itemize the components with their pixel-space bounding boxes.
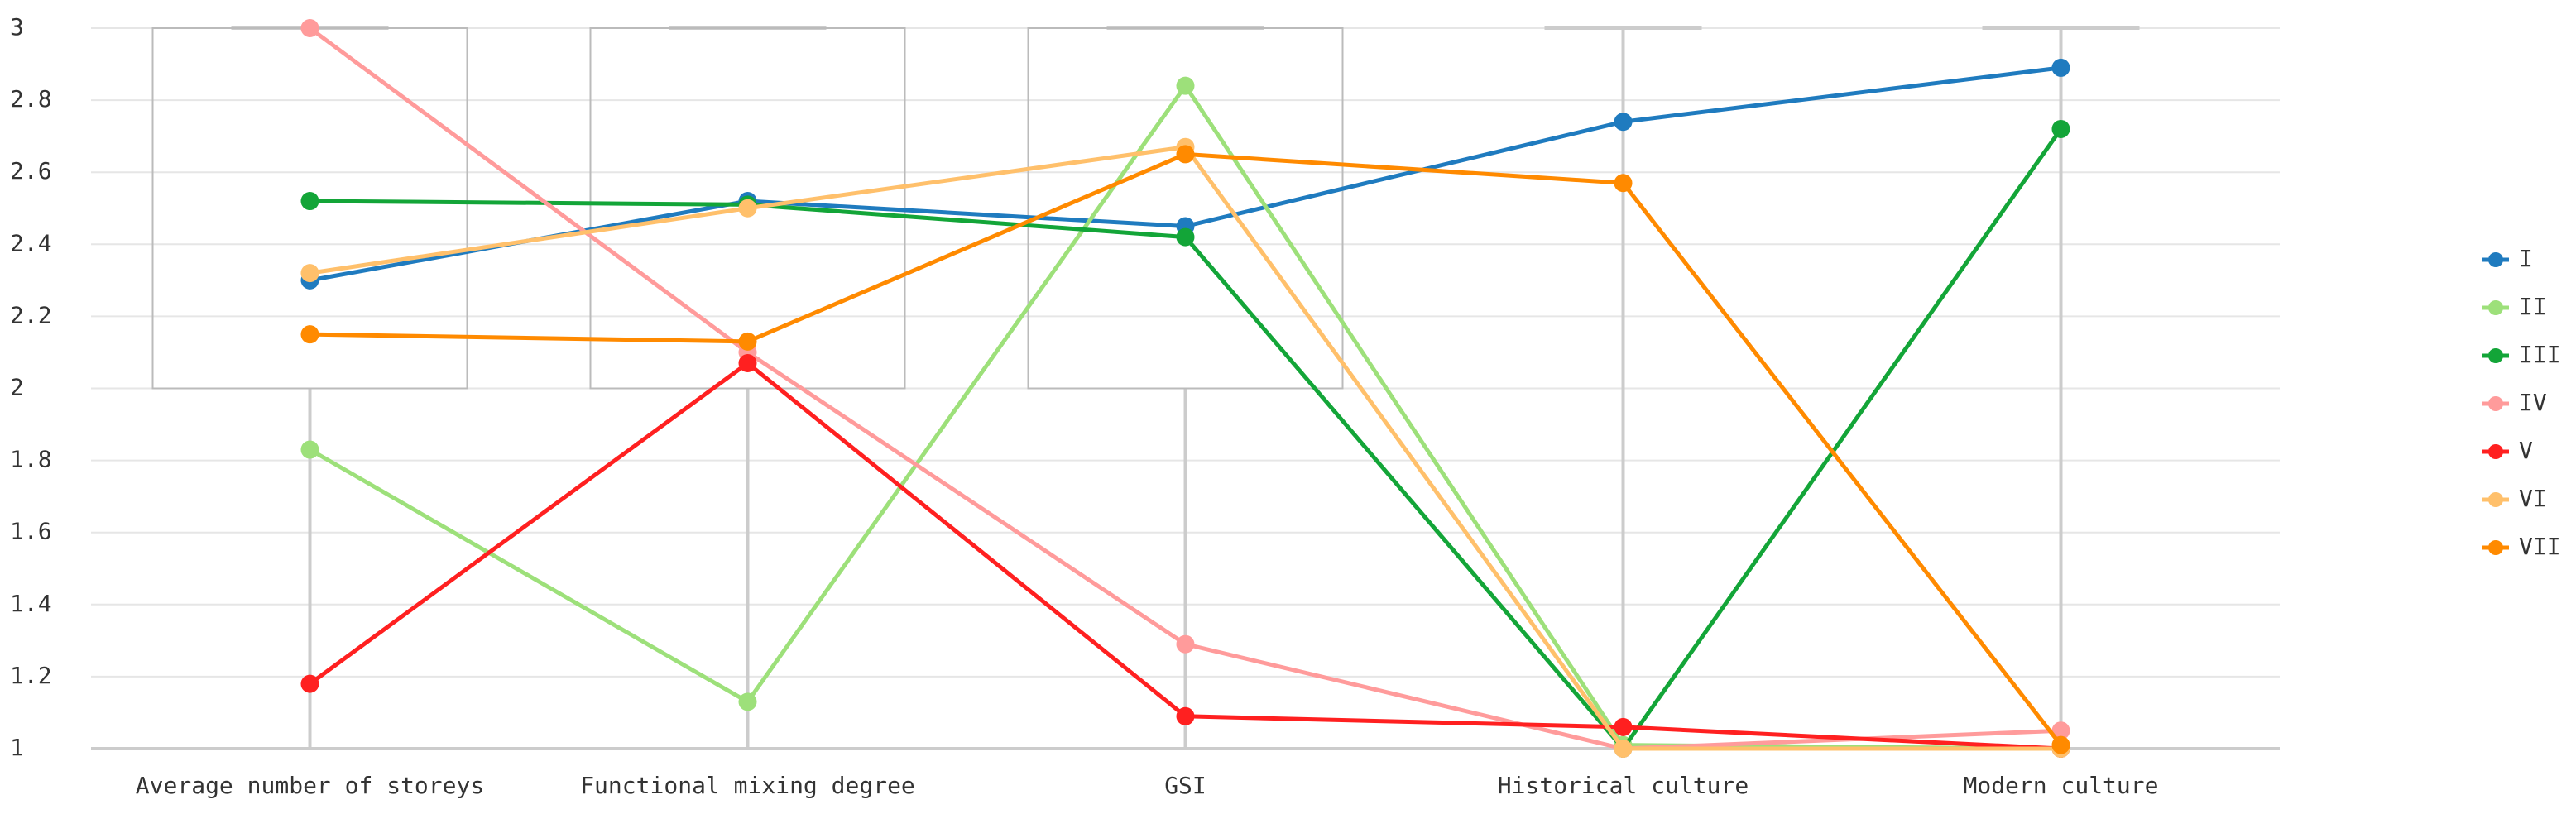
legend-label: V (2519, 437, 2533, 464)
point (300, 674, 319, 693)
legend-label: I (2519, 245, 2533, 272)
y-tick-label: 2.2 (10, 301, 52, 328)
y-tick-label: 1.4 (10, 590, 52, 617)
legend-swatch (2488, 300, 2503, 315)
legend-swatch (2488, 540, 2503, 555)
point (738, 199, 757, 218)
point (1614, 740, 1633, 758)
y-tick-label: 1.6 (10, 518, 52, 545)
legend-label: VI (2519, 485, 2547, 512)
y-tick-label: 2.6 (10, 157, 52, 184)
y-tick-label: 2 (10, 374, 24, 401)
point (2051, 735, 2070, 754)
x-tick-label: GSI (1164, 772, 1206, 799)
y-tick-label: 1 (10, 734, 24, 761)
x-tick-label: Functional mixing degree (580, 772, 915, 799)
legend-swatch (2488, 444, 2503, 459)
legend-label: IV (2519, 389, 2547, 416)
point (1176, 227, 1195, 247)
point (300, 325, 319, 344)
point (2051, 721, 2070, 740)
x-tick-label: Average number of storeys (136, 772, 484, 799)
y-tick-label: 2.4 (10, 229, 52, 256)
point (1614, 174, 1633, 193)
legend-swatch (2488, 348, 2503, 363)
legend-swatch (2488, 492, 2503, 507)
legend-label: II (2519, 293, 2547, 320)
point (1176, 76, 1195, 95)
x-tick-label: Modern culture (1963, 772, 2158, 799)
point (1176, 634, 1195, 654)
point (1176, 706, 1195, 725)
point (2051, 119, 2070, 138)
point (738, 692, 757, 711)
point (300, 440, 319, 459)
point (1614, 717, 1633, 736)
point (1176, 145, 1195, 164)
y-tick-label: 2.8 (10, 85, 52, 113)
y-tick-label: 1.8 (10, 446, 52, 473)
box (1027, 27, 1344, 390)
y-tick-label: 3 (10, 13, 24, 41)
legend-swatch (2488, 396, 2503, 411)
point (300, 19, 319, 37)
y-tick-label: 1.2 (10, 662, 52, 689)
point (1614, 113, 1633, 132)
point (738, 332, 757, 351)
x-tick-label: Historical culture (1498, 772, 1749, 799)
legend-label: III (2519, 341, 2561, 368)
point (2051, 58, 2070, 77)
legend-swatch (2488, 252, 2503, 267)
point (300, 264, 319, 283)
point (738, 354, 757, 373)
legend-label: VII (2519, 533, 2561, 560)
point (300, 192, 319, 211)
